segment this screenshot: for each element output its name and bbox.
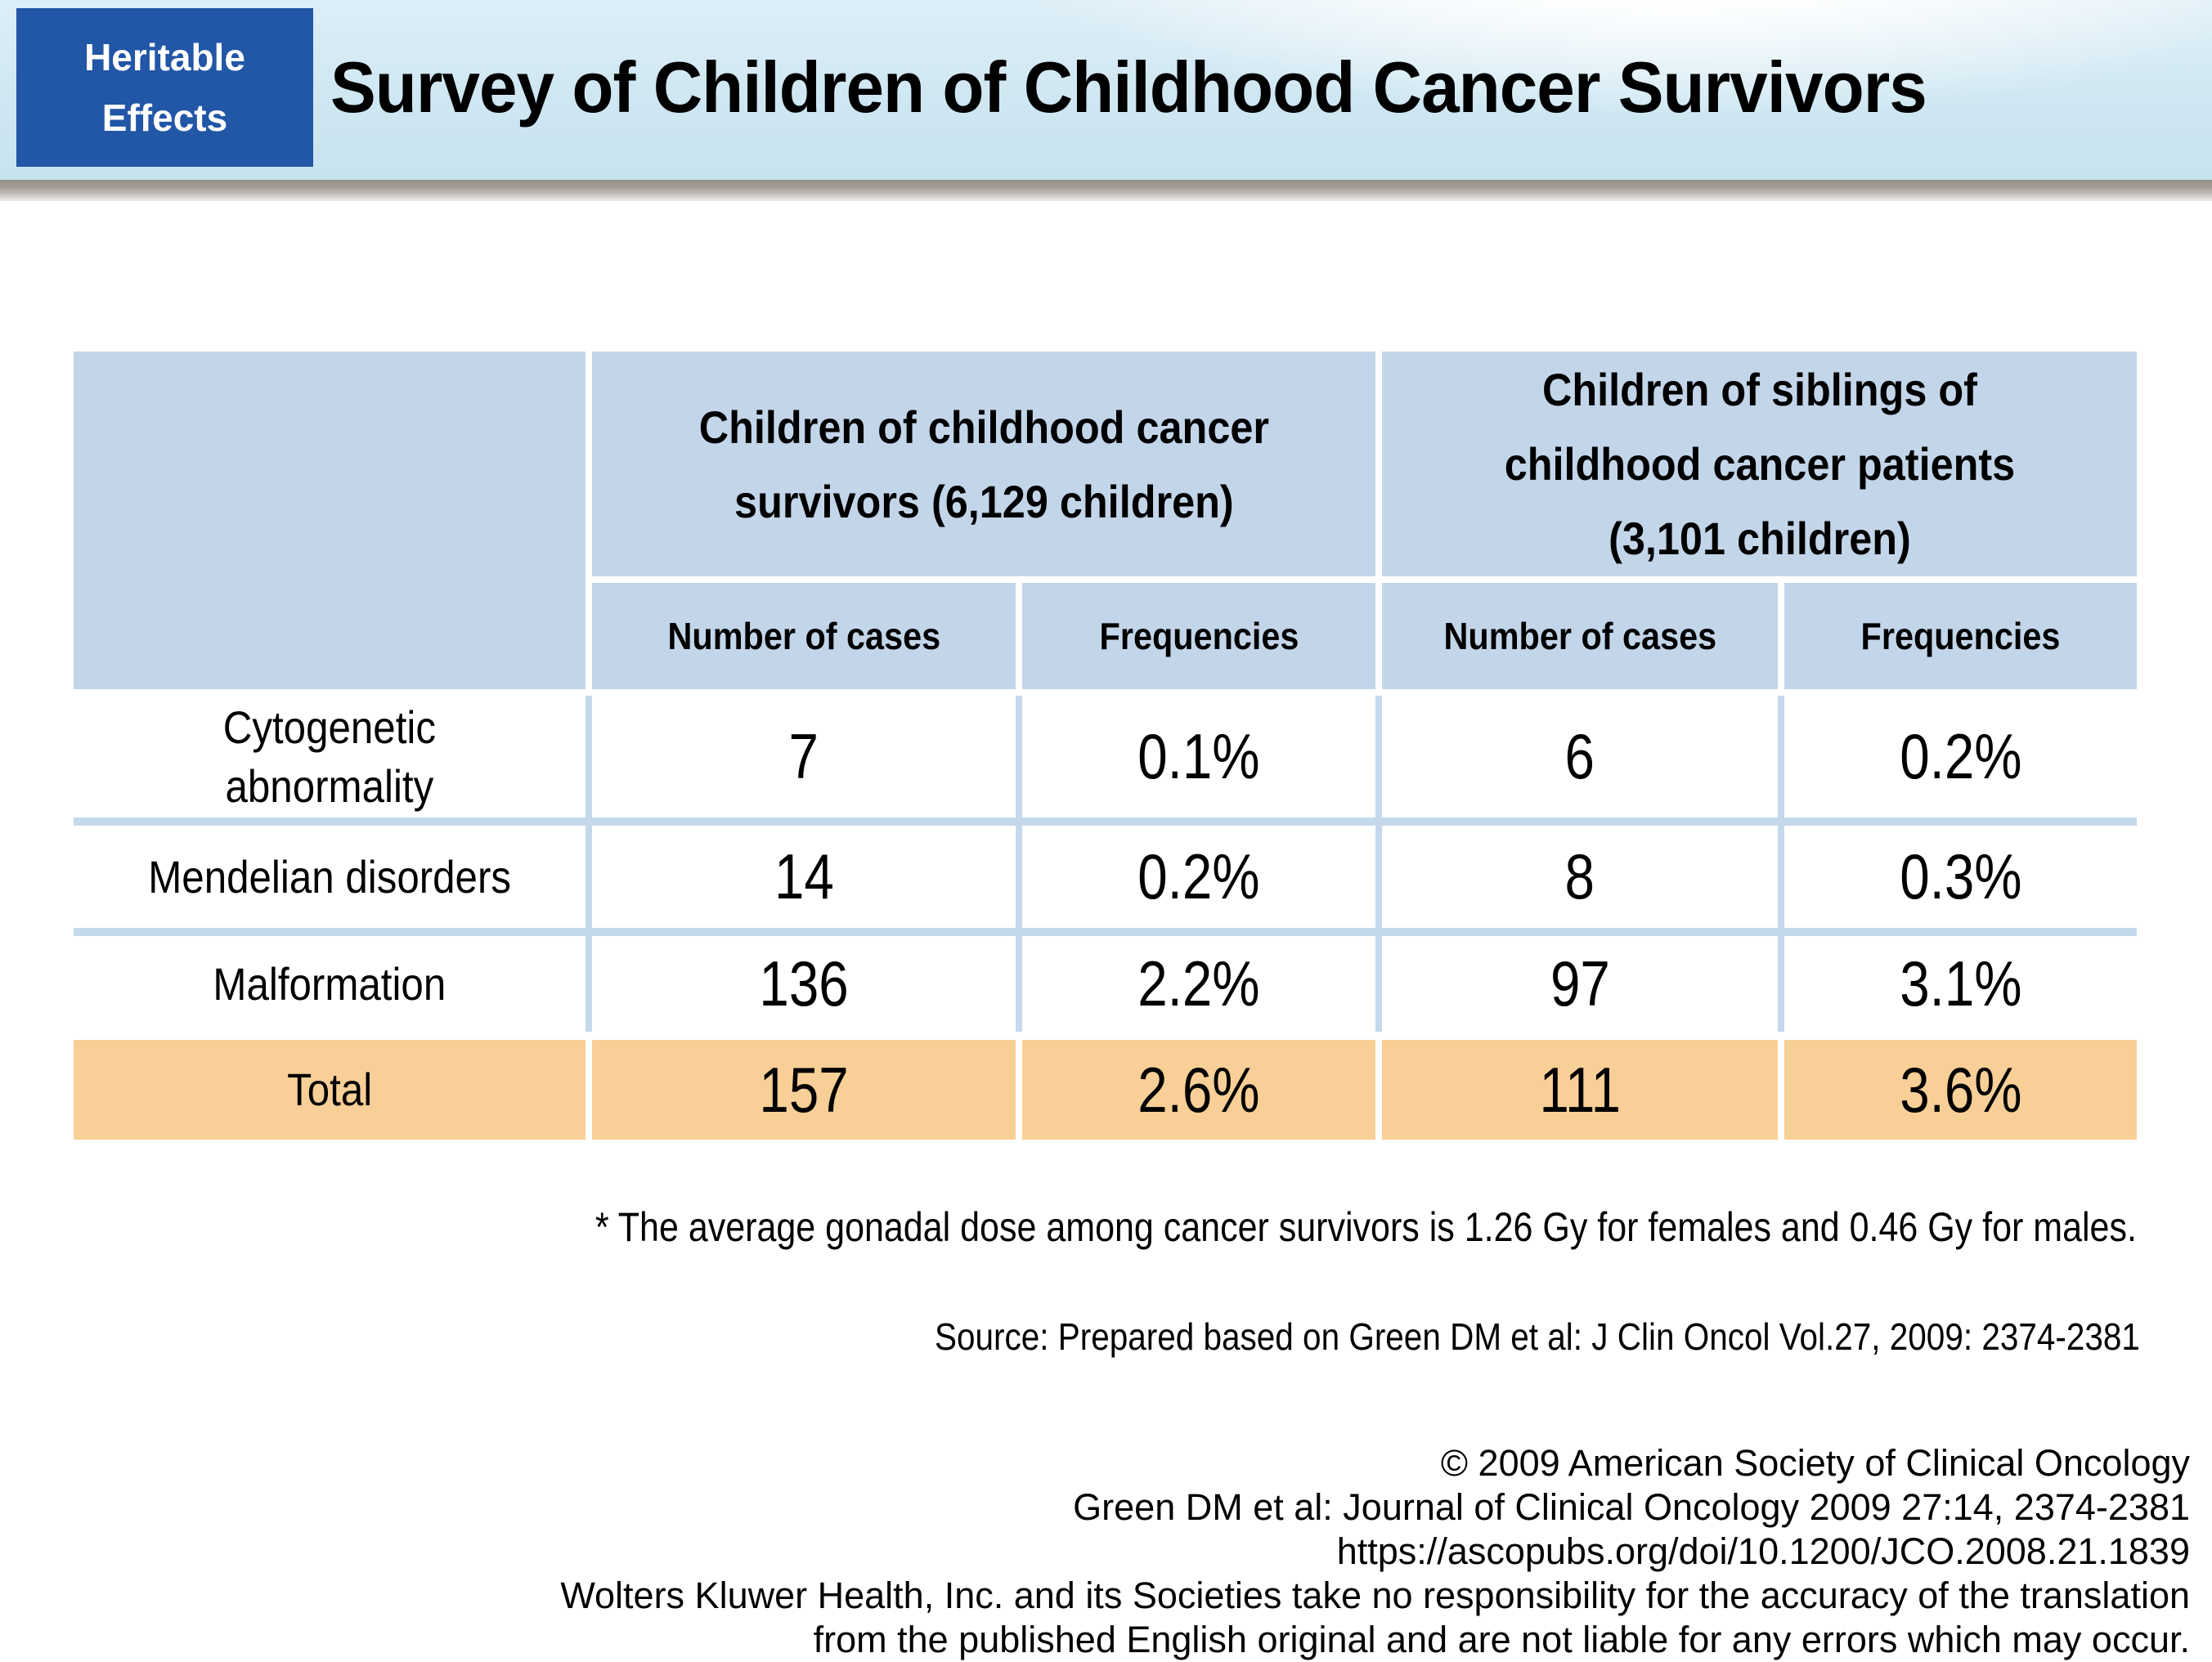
group2-line2: childhood cancer patients bbox=[1504, 438, 2015, 490]
cell-cytogenetic-freq-survivors: 0.1% bbox=[1022, 696, 1375, 818]
row1-label-line2: abnormality bbox=[225, 759, 434, 812]
copyright-line-4: Wolters Kluwer Health, Inc. and its Soci… bbox=[560, 1575, 2190, 1616]
gonadal-dose-footnote: * The average gonadal dose among cancer … bbox=[595, 1204, 2137, 1250]
cell-total-freq-survivors: 2.6% bbox=[1022, 1040, 1375, 1140]
slide-title: Survey of Children of Childhood Cancer S… bbox=[330, 0, 2203, 175]
cell-malformation-cases-siblings: 97 bbox=[1382, 936, 1778, 1032]
badge-line-2: Effects bbox=[101, 96, 228, 139]
source-citation: Source: Prepared based on Green DM et al… bbox=[935, 1315, 2140, 1358]
cell-cytogenetic-cases-survivors: 7 bbox=[592, 696, 1016, 818]
cell-malformation-freq-survivors: 2.2% bbox=[1022, 936, 1375, 1032]
column-group-header-siblings-text: Children of siblings of childhood cancer… bbox=[1504, 352, 2015, 576]
cell-total-cases-siblings: 111 bbox=[1382, 1040, 1778, 1140]
cell-mendelian-freq-survivors: 0.2% bbox=[1022, 826, 1375, 928]
row3-label-line1: Malformation bbox=[213, 957, 446, 1010]
cell-mendelian-cases-siblings: 8 bbox=[1382, 826, 1778, 928]
row-label-mendelian: Mendelian disorders bbox=[74, 826, 586, 928]
copyright-line-2: Green DM et al: Journal of Clinical Onco… bbox=[1073, 1486, 2190, 1528]
row-label-malformation: Malformation bbox=[74, 936, 586, 1032]
cell-mendelian-cases-survivors: 14 bbox=[592, 826, 1016, 928]
corner-cell bbox=[74, 352, 586, 689]
copyright-line-3: https://ascopubs.org/doi/10.1200/JCO.200… bbox=[1336, 1530, 2190, 1572]
row-label-cytogenetic: Cytogenetic abnormality bbox=[74, 696, 586, 818]
subheader-cases-2: Number of cases bbox=[1382, 583, 1778, 689]
subheader-frequencies-1: Frequencies bbox=[1022, 583, 1375, 689]
group1-line1: Children of childhood cancer bbox=[698, 401, 1269, 453]
group2-line1: Children of siblings of bbox=[1541, 364, 1977, 415]
column-group-header-siblings: Children of siblings of childhood cancer… bbox=[1382, 352, 2137, 576]
subheader-cases-1: Number of cases bbox=[592, 583, 1016, 689]
cell-total-freq-siblings: 3.6% bbox=[1784, 1040, 2137, 1140]
cell-malformation-freq-siblings: 3.1% bbox=[1784, 936, 2137, 1032]
copyright-block: © 2009 American Society of Clinical Onco… bbox=[64, 1441, 2190, 1662]
column-group-header-survivors: Children of childhood cancer survivors (… bbox=[592, 352, 1375, 576]
cell-cytogenetic-cases-siblings: 6 bbox=[1382, 696, 1778, 818]
survey-table: Children of childhood cancer survivors (… bbox=[74, 352, 2137, 1140]
header-divider-rule bbox=[0, 180, 2212, 201]
total-row-label: Total bbox=[74, 1040, 586, 1140]
row1-label-line1: Cytogenetic bbox=[222, 701, 437, 753]
total-label-text: Total bbox=[286, 1064, 373, 1115]
group2-line3: (3,101 children) bbox=[1608, 513, 1911, 564]
cell-cytogenetic-freq-siblings: 0.2% bbox=[1784, 696, 2137, 818]
subheader-frequencies-2: Frequencies bbox=[1784, 583, 2137, 689]
group1-line2: survivors (6,129 children) bbox=[734, 475, 1234, 527]
cell-mendelian-freq-siblings: 0.3% bbox=[1784, 826, 2137, 928]
copyright-line-1: © 2009 American Society of Clinical Onco… bbox=[1440, 1442, 2190, 1484]
cell-total-cases-survivors: 157 bbox=[592, 1040, 1016, 1140]
heritable-effects-badge: Heritable Effects bbox=[16, 8, 313, 167]
badge-line-1: Heritable bbox=[84, 36, 245, 78]
column-group-header-survivors-text: Children of childhood cancer survivors (… bbox=[698, 390, 1268, 539]
row2-label-line1: Mendelian disorders bbox=[148, 850, 511, 903]
cell-malformation-cases-survivors: 136 bbox=[592, 936, 1016, 1032]
header-band bbox=[0, 0, 2212, 180]
slide-title-text: Survey of Children of Childhood Cancer S… bbox=[330, 47, 1927, 128]
copyright-line-5: from the published English original and … bbox=[813, 1619, 2190, 1660]
